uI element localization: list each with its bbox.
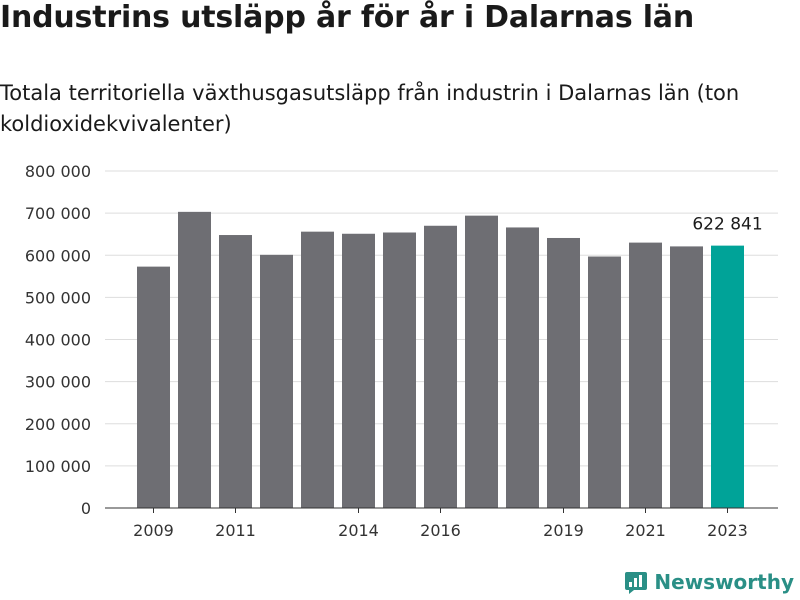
y-tick-label: 400 000 bbox=[25, 331, 91, 350]
x-tick-label: 2021 bbox=[625, 521, 666, 540]
highlight-value-label: 622 841 bbox=[692, 215, 762, 235]
x-tick-label: 2016 bbox=[420, 521, 461, 540]
bars bbox=[137, 211, 744, 509]
bar bbox=[342, 233, 375, 509]
x-tick-label: 2019 bbox=[543, 521, 584, 540]
x-tick-label: 2023 bbox=[707, 521, 748, 540]
bar bbox=[670, 246, 703, 508]
bar bbox=[260, 254, 293, 508]
brand-name: Newsworthy bbox=[654, 570, 794, 594]
bar bbox=[588, 256, 621, 508]
bar bbox=[383, 232, 416, 508]
y-tick-label: 0 bbox=[81, 499, 91, 518]
bar bbox=[137, 266, 170, 508]
x-tick-label: 2009 bbox=[133, 521, 174, 540]
y-tick-label: 700 000 bbox=[25, 204, 91, 223]
y-tick-label: 200 000 bbox=[25, 415, 91, 434]
x-axis-tick-labels: 2009 2011 2014 2016 2019 2021 2023 bbox=[133, 508, 748, 540]
bar bbox=[629, 242, 662, 509]
chart-title: Industrins utsläpp år för år i Dalarnas … bbox=[0, 0, 695, 35]
y-tick-label: 600 000 bbox=[25, 246, 91, 265]
newsworthy-logo: Newsworthy bbox=[624, 570, 794, 594]
bar bbox=[547, 237, 580, 508]
bar bbox=[301, 231, 334, 508]
bar-highlighted bbox=[711, 245, 744, 508]
bar bbox=[465, 215, 498, 508]
bar bbox=[178, 211, 211, 508]
x-tick-label: 2011 bbox=[215, 521, 256, 540]
bar bbox=[506, 227, 539, 508]
y-axis-tick-labels: 0 100 000 200 000 300 000 400 000 500 000 600 … bbox=[25, 162, 91, 518]
y-tick-label: 800 000 bbox=[25, 162, 91, 181]
y-tick-label: 300 000 bbox=[25, 373, 91, 392]
bar-chart: 0 100 000 200 000 300 000 400 000 500 000 600 … bbox=[25, 162, 778, 540]
bar bbox=[424, 225, 457, 508]
chart-subtitle: Totala territoriella växthusgasutsläpp f… bbox=[0, 81, 740, 136]
y-tick-label: 500 000 bbox=[25, 288, 91, 307]
x-tick-label: 2014 bbox=[338, 521, 379, 540]
y-tick-label: 100 000 bbox=[25, 457, 91, 476]
bar-chart-logo-icon bbox=[625, 572, 648, 594]
bar bbox=[219, 235, 252, 508]
